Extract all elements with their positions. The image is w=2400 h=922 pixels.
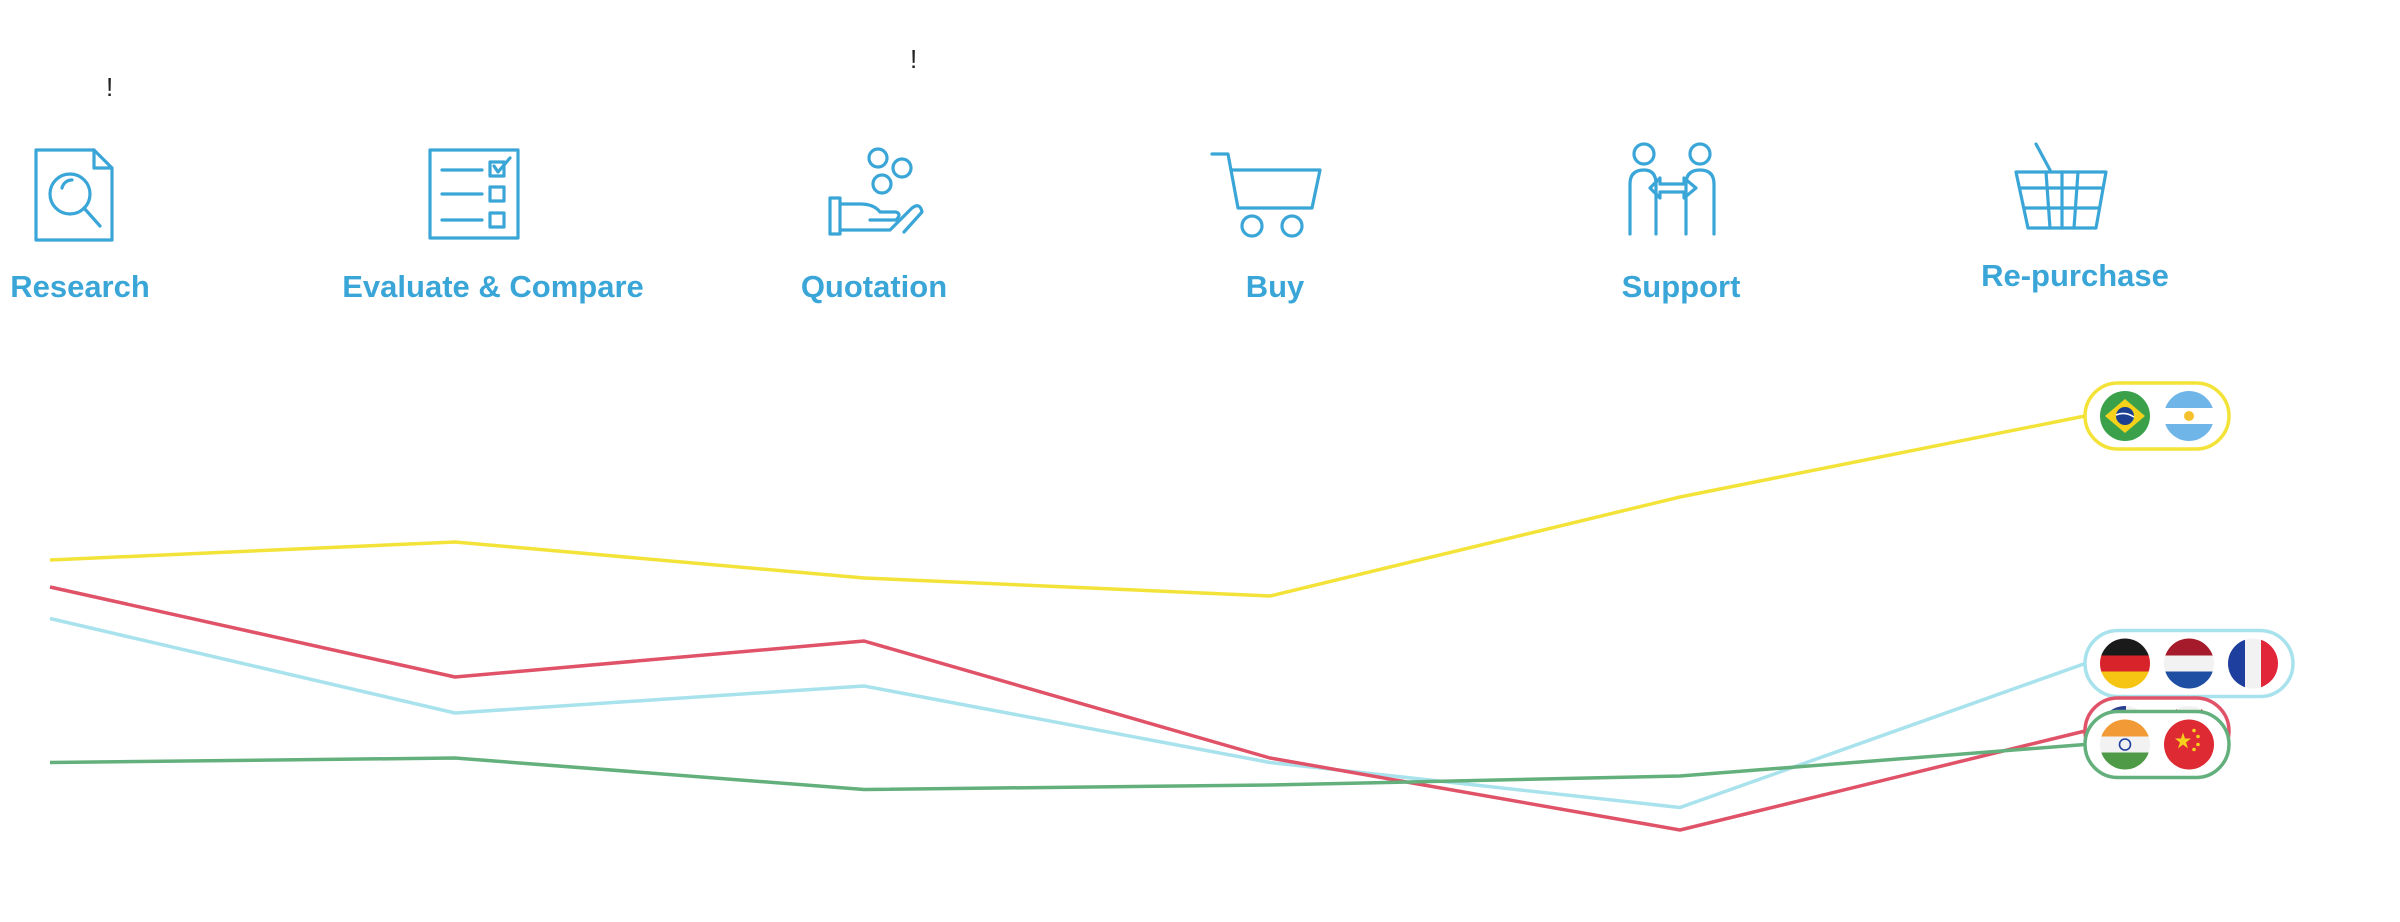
series-line-2: [49, 585, 2086, 832]
china-flag-icon: [2164, 719, 2214, 770]
stray-mark: !: [106, 72, 113, 102]
legend-pill-0: [2083, 381, 2231, 451]
series-line-0: [49, 414, 2086, 598]
stage-label-support: Support: [1622, 269, 1741, 304]
stage-label-buy: Buy: [1246, 269, 1305, 304]
series-line-3: [49, 742, 2086, 792]
shopping-basket-icon: [2014, 142, 2108, 230]
people-exchange-icon: [1628, 142, 1716, 236]
stage-label-evaluate: Evaluate & Compare: [342, 269, 644, 304]
checklist-icon: [428, 148, 520, 240]
legend-pill-1: [2083, 628, 2295, 699]
stage-label-quotation: Quotation: [801, 269, 947, 304]
legend-pills: [2083, 381, 2295, 780]
legend-pill-3: [2083, 709, 2231, 780]
germany-flag-icon: [2100, 638, 2150, 689]
argentina-flag-icon: [2164, 391, 2214, 441]
stage-label-repurchase: Re-purchase: [1981, 258, 2169, 293]
document-magnifier-icon: [34, 148, 114, 242]
india-flag-icon: [2100, 719, 2150, 770]
series-layer: [49, 414, 2086, 832]
stray-mark: !: [910, 44, 917, 74]
netherlands-flag-icon: [2164, 638, 2214, 689]
hand-coins-icon: [828, 147, 924, 236]
brazil-flag-icon: [2100, 391, 2150, 441]
stage-label-research: Research: [10, 269, 150, 304]
series-line-1: [49, 616, 2086, 810]
shopping-cart-icon: [1210, 152, 1322, 238]
france-flag-icon: [2228, 638, 2278, 689]
